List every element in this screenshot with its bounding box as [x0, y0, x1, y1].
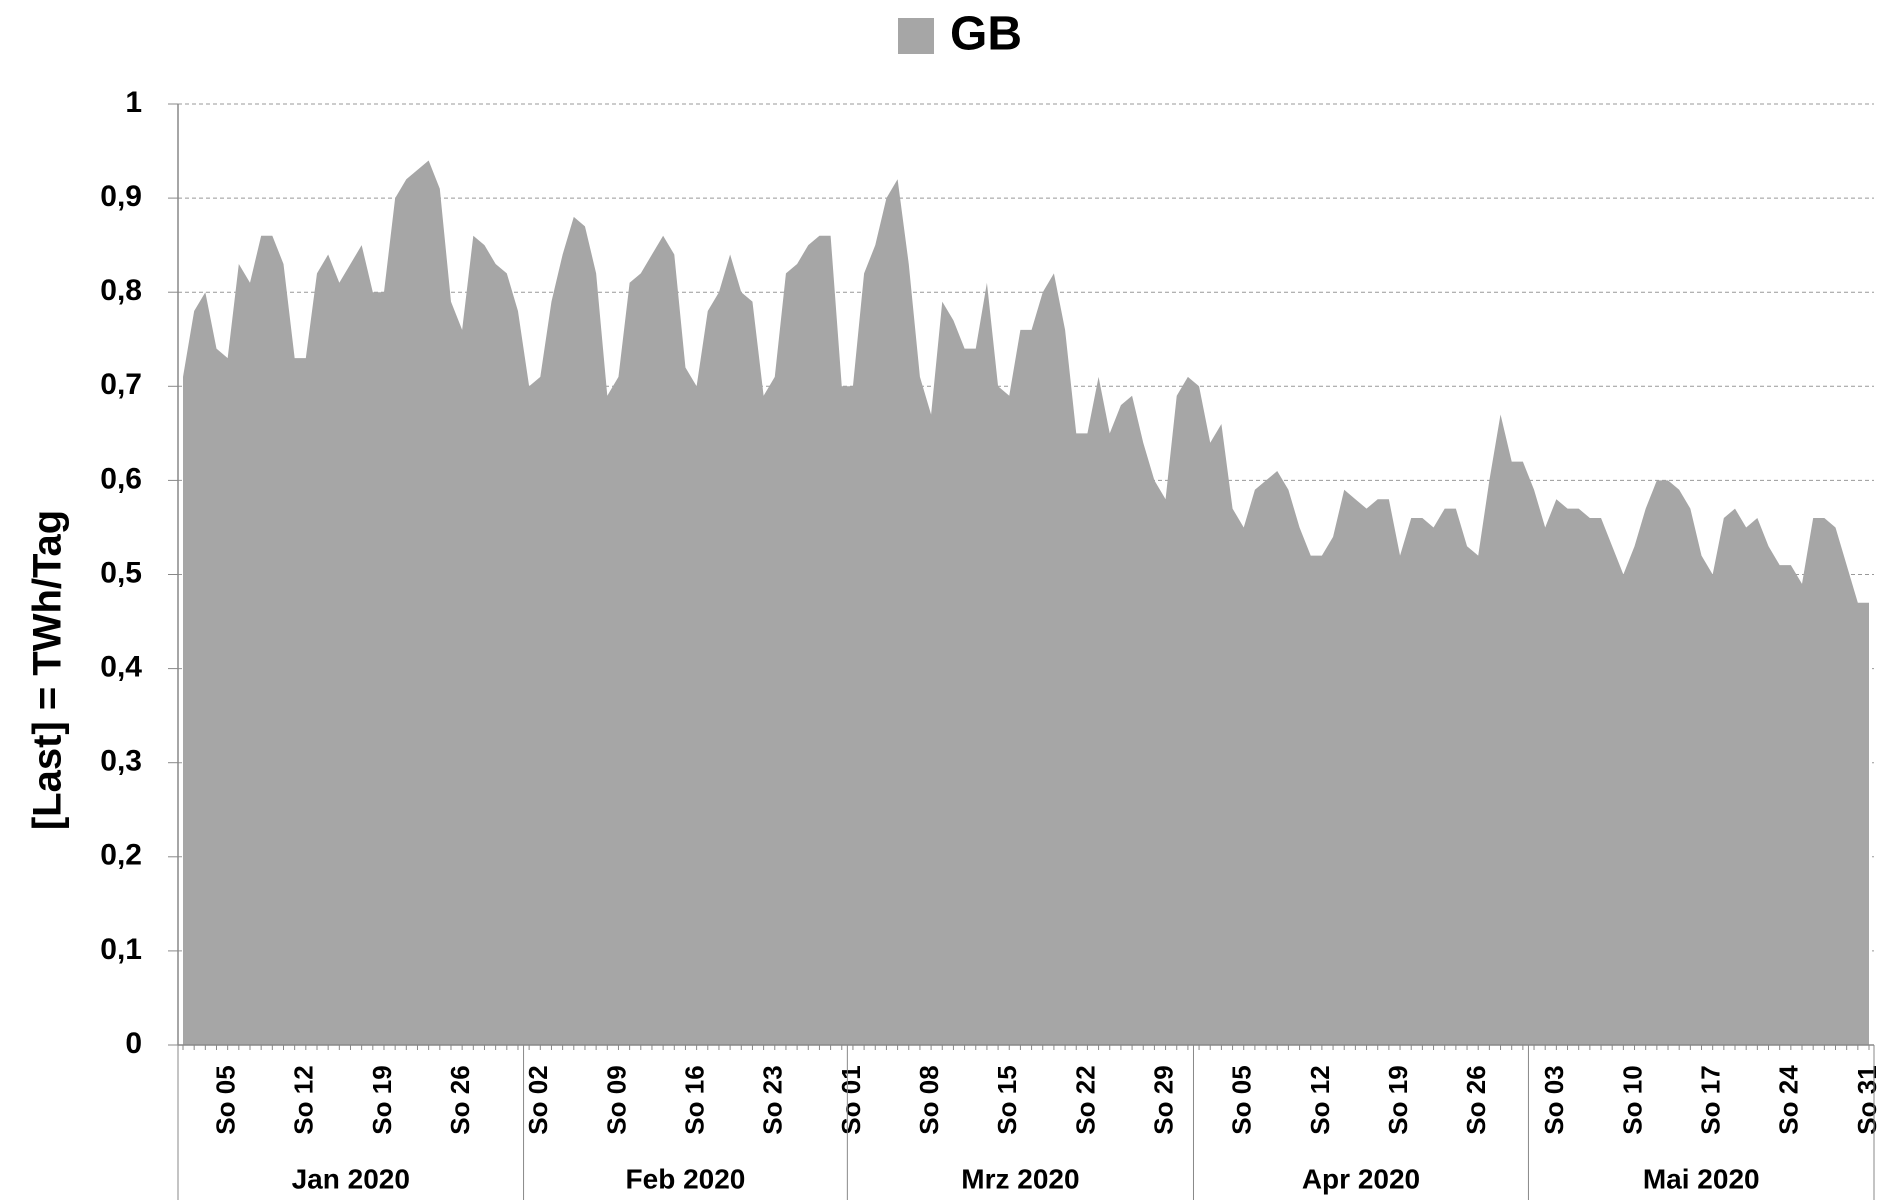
x-tick-label: So 10 — [1617, 1065, 1647, 1134]
y-tick-label: 0,5 — [100, 556, 142, 589]
x-tick-label: So 12 — [1305, 1065, 1335, 1134]
x-tick-label: So 26 — [445, 1065, 475, 1134]
month-label: Jan 2020 — [292, 1163, 410, 1194]
month-label: Apr 2020 — [1302, 1163, 1420, 1194]
y-tick-label: 0,9 — [100, 180, 142, 213]
legend-swatch — [898, 18, 934, 54]
x-tick-label: So 02 — [523, 1065, 553, 1134]
y-tick-label: 0 — [125, 1027, 142, 1060]
y-tick-label: 0,7 — [100, 368, 142, 401]
month-label: Feb 2020 — [626, 1163, 746, 1194]
month-label: Mai 2020 — [1643, 1163, 1760, 1194]
x-tick-label: So 24 — [1774, 1065, 1804, 1135]
x-tick-label: So 26 — [1461, 1065, 1491, 1134]
y-tick-label: 0,4 — [100, 651, 142, 684]
x-tick-label: So 29 — [1148, 1065, 1178, 1134]
y-axis-title: [Last] = TWh/Tag — [26, 510, 70, 830]
x-tick-label: So 03 — [1539, 1065, 1569, 1134]
x-tick-label: So 05 — [211, 1065, 241, 1134]
x-tick-label: So 19 — [367, 1065, 397, 1134]
month-label: Mrz 2020 — [961, 1163, 1079, 1194]
x-tick-label: So 15 — [992, 1065, 1022, 1134]
x-tick-label: So 19 — [1383, 1065, 1413, 1134]
y-tick-label: 0,1 — [100, 933, 142, 966]
x-tick-label: So 17 — [1696, 1065, 1726, 1134]
y-tick-label: 0,3 — [100, 745, 142, 778]
y-tick-label: 1 — [125, 86, 142, 119]
x-tick-label: So 12 — [289, 1065, 319, 1134]
y-tick-label: 0,2 — [100, 839, 142, 872]
x-tick-label: So 22 — [1070, 1065, 1100, 1134]
x-tick-label: So 16 — [679, 1065, 709, 1134]
x-tick-label: So 23 — [758, 1065, 788, 1134]
x-tick-label: So 31 — [1852, 1065, 1882, 1134]
x-tick-label: So 08 — [914, 1065, 944, 1134]
y-tick-label: 0,8 — [100, 274, 142, 307]
x-tick-label: So 05 — [1227, 1065, 1257, 1134]
legend-label: GB — [950, 8, 1022, 61]
x-tick-label: So 01 — [836, 1065, 866, 1134]
area — [183, 160, 1869, 1045]
y-tick-label: 0,6 — [100, 462, 142, 495]
x-tick-label: So 09 — [601, 1065, 631, 1134]
